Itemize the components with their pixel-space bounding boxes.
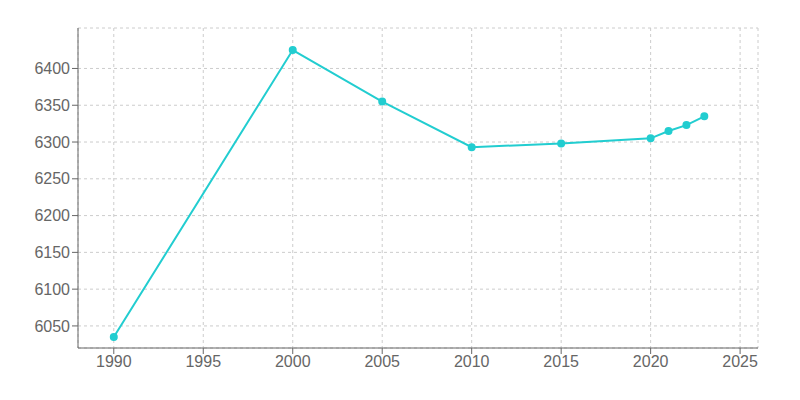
svg-text:1990: 1990 <box>96 353 132 370</box>
svg-text:2025: 2025 <box>722 353 758 370</box>
svg-text:2015: 2015 <box>543 353 579 370</box>
svg-text:6400: 6400 <box>34 60 70 77</box>
svg-text:6350: 6350 <box>34 97 70 114</box>
svg-text:6200: 6200 <box>34 207 70 224</box>
svg-text:6050: 6050 <box>34 318 70 335</box>
svg-text:2020: 2020 <box>633 353 669 370</box>
svg-text:6250: 6250 <box>34 170 70 187</box>
svg-text:6150: 6150 <box>34 244 70 261</box>
svg-text:2005: 2005 <box>364 353 400 370</box>
svg-text:2010: 2010 <box>454 353 490 370</box>
svg-text:1995: 1995 <box>185 353 221 370</box>
svg-text:2000: 2000 <box>275 353 311 370</box>
svg-text:6300: 6300 <box>34 134 70 151</box>
svg-text:6100: 6100 <box>34 281 70 298</box>
